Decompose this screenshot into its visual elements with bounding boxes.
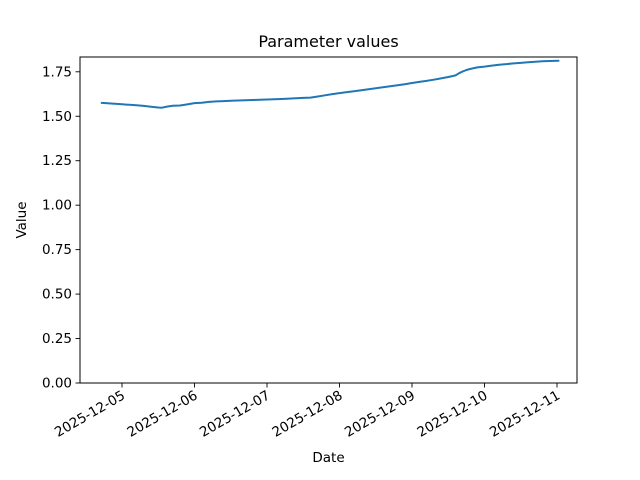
x-tick-label: 2025-12-08 [270,388,346,441]
x-tick-label: 2025-12-05 [52,388,128,441]
x-tick-label: 2025-12-09 [342,388,418,441]
x-axis-label: Date [312,450,344,466]
x-tick-label: 2025-12-11 [487,388,563,441]
y-tick-label: 1.75 [42,64,72,80]
x-axis-ticks: 2025-12-052025-12-062025-12-072025-12-08… [52,383,563,441]
y-tick-label: 1.25 [42,153,72,169]
plot-area-spines [79,56,578,384]
series-line [100,59,560,109]
chart-title: Parameter values [258,32,398,51]
y-tick-label: 0.25 [42,331,72,347]
y-tick-label: 0.75 [42,242,72,258]
y-tick-label: 0.00 [42,376,72,392]
x-tick-label: 2025-12-07 [197,388,273,441]
y-tick-label: 1.00 [42,198,72,214]
x-tick-label: 2025-12-06 [125,388,201,441]
y-axis-label: Value [14,201,30,238]
y-tick-label: 0.50 [42,287,72,303]
y-tick-label: 1.50 [42,109,72,125]
x-tick-label: 2025-12-10 [415,388,491,441]
y-axis-ticks: 0.00 0.25 0.50 0.75 1.00 1.25 1.50 1.75 [42,64,80,392]
